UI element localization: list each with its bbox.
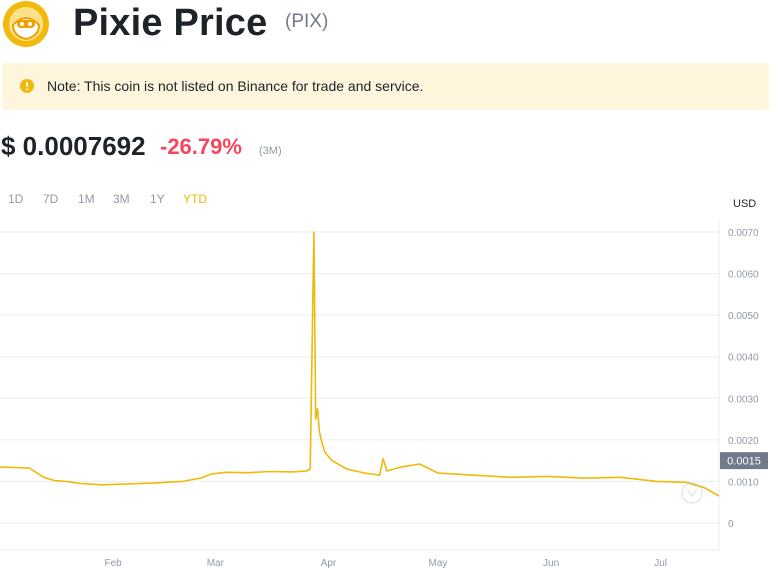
x-tick-label: May <box>429 558 448 569</box>
currency-label: USD <box>733 198 756 210</box>
notice-text: Note: This coin is not listed on Binance… <box>47 78 424 94</box>
warning-exclamation-icon <box>20 79 34 93</box>
price-series-line <box>0 231 720 497</box>
x-tick-label: Jun <box>543 558 559 569</box>
pixie-coin-logo-icon <box>3 1 49 47</box>
range-tab-ytd[interactable]: YTD <box>183 192 207 206</box>
y-tick-labels: 0.0070 0.0060 0.0050 0.0040 0.0030 0.0020 0.00… <box>728 228 759 530</box>
current-price-tag-text: 0.0015 <box>727 456 761 468</box>
x-tick-labels: Feb Mar Apr May Jun Jul <box>105 558 667 569</box>
x-tick-label: Feb <box>105 558 123 569</box>
x-tick-label: Jul <box>654 558 667 569</box>
y-tick-label: 0.0070 <box>728 228 759 239</box>
page-header: Pixie Price (PIX) <box>0 0 783 50</box>
change-period: (3M) <box>259 145 282 157</box>
y-tick-label: 0.0030 <box>728 394 759 405</box>
range-tab-1y[interactable]: 1Y <box>150 192 165 206</box>
y-tick-label: 0.0060 <box>728 270 759 281</box>
y-tick-label: 0.0040 <box>728 353 759 364</box>
current-price-tag-bg <box>720 452 768 470</box>
coin-symbol: (PIX) <box>285 11 329 32</box>
range-tab-1m[interactable]: 1M <box>78 192 95 206</box>
current-price-tag: 0.0015 <box>720 452 768 470</box>
y-tick-label: 0.0010 <box>728 477 759 488</box>
price-change: -26.79% <box>160 134 242 159</box>
notice-banner: Note: This coin is not listed on Binance… <box>2 63 769 110</box>
current-price: $ 0.0007692 <box>1 131 146 161</box>
x-tick-label: Mar <box>207 558 225 569</box>
x-tick-label: Apr <box>321 558 337 569</box>
range-tab-1d[interactable]: 1D <box>8 192 24 206</box>
range-tab-7d[interactable]: 7D <box>43 192 59 206</box>
chart-gridlines <box>0 231 719 524</box>
y-tick-label: 0 <box>728 519 734 530</box>
page-title: Pixie Price <box>73 2 268 44</box>
y-tick-label: 0.0050 <box>728 311 759 322</box>
range-tab-3m[interactable]: 3M <box>113 192 130 206</box>
watermark-logo <box>681 482 703 504</box>
y-tick-label: 0.0020 <box>728 436 759 447</box>
